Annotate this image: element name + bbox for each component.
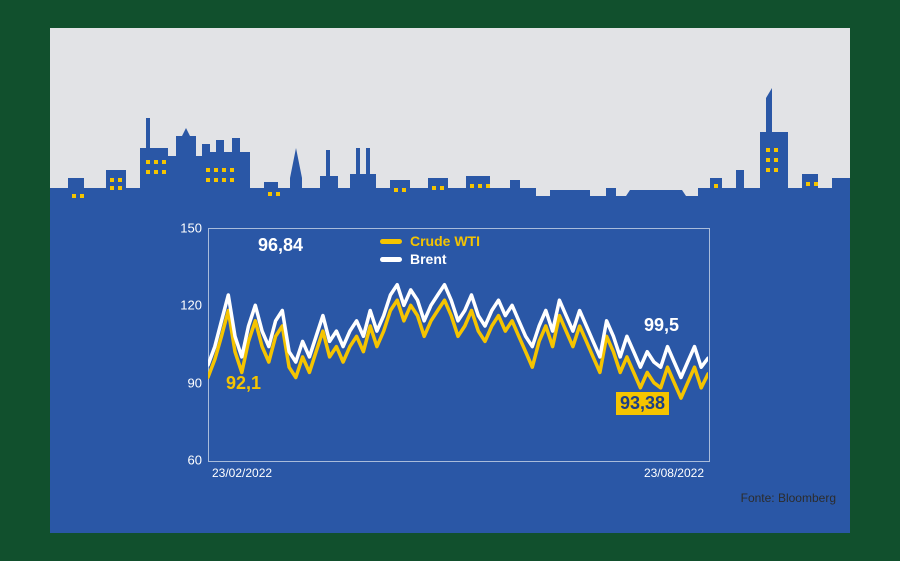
legend-swatch-brent — [380, 257, 402, 262]
callout-wti-start: 92,1 — [222, 372, 265, 395]
y-tick-150: 150 — [162, 221, 202, 236]
legend: Crude WTI Brent — [380, 232, 480, 268]
legend-item-brent: Brent — [380, 250, 480, 268]
x-tick-start: 23/02/2022 — [212, 466, 272, 480]
y-tick-60: 60 — [162, 453, 202, 468]
source-label: Fonte: Bloomberg — [741, 491, 836, 505]
legend-label-brent: Brent — [410, 251, 447, 267]
infographic-card: 150 120 90 60 23/02/2022 23/08/2022 Crud… — [50, 28, 850, 533]
legend-label-wti: Crude WTI — [410, 233, 480, 249]
callout-wti-end: 93,38 — [616, 392, 669, 415]
callout-brent-start: 96,84 — [254, 234, 307, 257]
callout-brent-end: 99,5 — [640, 314, 683, 337]
y-tick-120: 120 — [162, 298, 202, 313]
y-tick-90: 90 — [162, 376, 202, 391]
oil-price-chart: 150 120 90 60 23/02/2022 23/08/2022 Crud… — [208, 228, 708, 508]
legend-swatch-wti — [380, 239, 402, 244]
x-tick-end: 23/08/2022 — [644, 466, 704, 480]
skyline-illustration — [50, 28, 850, 218]
legend-item-wti: Crude WTI — [380, 232, 480, 250]
